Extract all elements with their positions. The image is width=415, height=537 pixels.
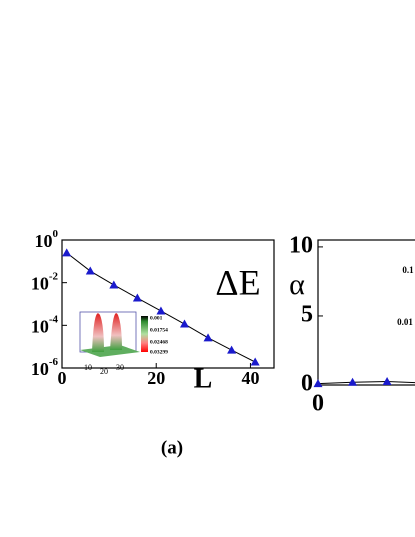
marker	[179, 319, 189, 328]
inset-colorbar-label: 0.03299	[150, 349, 168, 355]
y-axis-label: ΔE	[215, 262, 260, 302]
annotation: 0.01	[397, 317, 413, 327]
y-tick-label: 5	[301, 301, 313, 327]
y-tick-exponent: 0	[53, 228, 59, 240]
marker	[313, 379, 323, 388]
inset-peak	[92, 313, 104, 352]
x-tick-label: 0	[58, 368, 67, 388]
inset-axis-label: 20	[100, 367, 108, 376]
y-tick-base: 10	[35, 231, 53, 251]
annotation: 0.1	[402, 265, 414, 275]
inset	[79, 311, 148, 357]
y-axis-label: α	[289, 268, 305, 301]
marker	[382, 377, 392, 386]
y-tick-label: 10-4	[31, 313, 59, 337]
axes-frame	[317, 239, 415, 386]
y-tick-exponent: -6	[49, 356, 59, 368]
y-tick-label: 10-2	[31, 270, 59, 294]
marker	[227, 345, 237, 354]
inset-colorbar-label: 0.01754	[150, 327, 168, 333]
x-tick-label: 0	[312, 391, 324, 417]
marker	[109, 280, 119, 289]
y-tick-label: 10-6	[31, 356, 59, 380]
marker	[85, 266, 95, 275]
inset-box	[79, 311, 137, 353]
x-tick-label: 40	[241, 368, 259, 388]
inset-colorbar-label: 0.02468	[150, 339, 168, 345]
y-tick-exponent: -2	[49, 270, 59, 282]
marker	[62, 248, 72, 257]
marker	[156, 306, 166, 315]
x-axis-label: L	[194, 363, 213, 394]
inset-colorbar-label: 0.001	[150, 315, 163, 321]
y-tick-label: 10	[289, 232, 313, 258]
marker	[132, 293, 142, 302]
y-tick-base: 10	[31, 316, 49, 336]
marker	[348, 377, 358, 386]
x-tick-label: 20	[147, 368, 165, 388]
y-tick-base: 10	[31, 274, 49, 294]
series-line	[317, 381, 415, 385]
y-tick-exponent: -4	[49, 313, 59, 325]
marker	[203, 333, 213, 342]
inset-axis-label: 30	[116, 363, 124, 372]
y-tick-base: 10	[31, 359, 49, 379]
inset-peak	[110, 313, 122, 350]
panel-label: (a)	[161, 437, 183, 458]
y-tick-label: 100	[35, 228, 59, 252]
inset-base	[80, 345, 140, 357]
y-tick-label: 0	[301, 371, 313, 397]
marker	[250, 357, 260, 366]
inset-colorbar	[141, 316, 148, 352]
axes-frame	[61, 239, 275, 369]
inset-axis-label: 10	[84, 363, 92, 372]
